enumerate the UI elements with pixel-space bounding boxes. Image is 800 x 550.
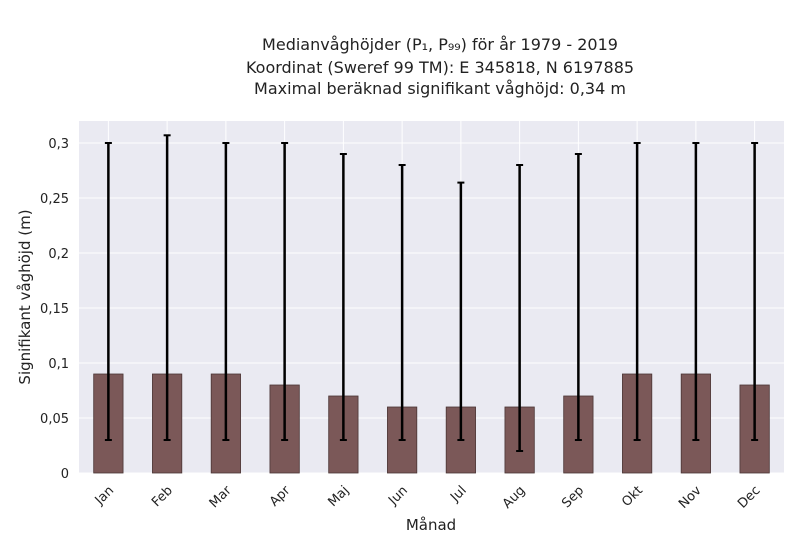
plot-area (79, 121, 784, 473)
y-tick-label: 0,3 (48, 137, 69, 152)
chart-title-line-3: Maximal beräknad signifikant våghöjd: 0,… (254, 79, 626, 98)
y-tick-label: 0,15 (40, 302, 69, 317)
x-tick-label: Mar (207, 483, 235, 511)
y-tick-label: 0,05 (40, 412, 69, 427)
x-tick-label: Dec (735, 483, 763, 511)
x-tick-label: Feb (149, 483, 176, 510)
y-tick-label: 0,1 (48, 357, 69, 372)
y-grid (79, 142, 784, 474)
x-tick-label: Jul (447, 483, 469, 505)
x-tick-label: Aug (500, 483, 529, 512)
x-tick-label: Sep (559, 483, 587, 511)
x-tick-label: Nov (676, 483, 705, 512)
chart-title-line-2: Koordinat (Sweref 99 TM): E 345818, N 61… (245, 58, 635, 77)
x-tick-label: Maj (325, 483, 352, 510)
y-tick-label: 0,25 (40, 192, 69, 207)
x-tick-label: Jan (92, 483, 117, 508)
x-tick-labels: Jan Feb Mar Apr Maj Jun Jul Aug Sep Okt Nov Dec (92, 483, 764, 512)
chart-title-line-1: Medianvåghöjder (P₁, P₉₉) för år 1979 - … (262, 35, 618, 54)
x-axis-label: Månad (406, 516, 456, 534)
y-axis-label: Signifikant våghöjd (m) (16, 209, 34, 384)
y-tick-label: 0,2 (48, 247, 69, 262)
x-tick-label: Apr (267, 483, 294, 510)
y-tick-label: 0 (61, 467, 69, 482)
x-tick-label: Okt (619, 483, 646, 510)
x-tick-label: Jun (385, 483, 411, 509)
y-tick-labels: 0 0,05 0,1 0,15 0,2 0,25 0,3 (40, 137, 69, 482)
error-bars (104, 134, 759, 452)
